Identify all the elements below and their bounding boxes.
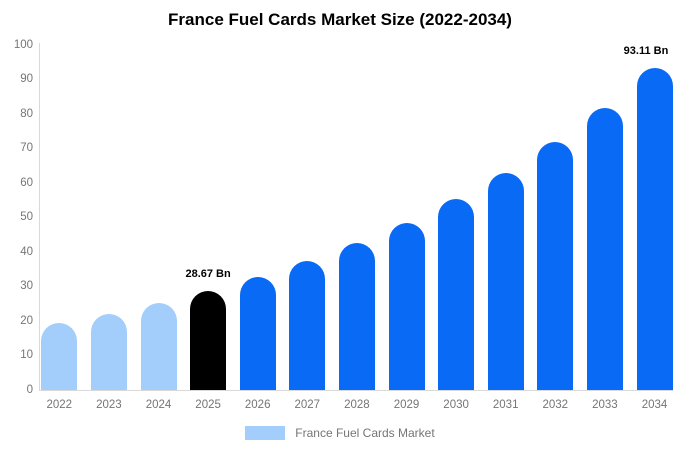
x-tick-label-2022: 2022 [46, 399, 73, 411]
bar-2026[interactable] [239, 277, 276, 390]
legend-item[interactable]: France Fuel Cards Market [245, 426, 435, 440]
x-tick-label-2033: 2033 [592, 399, 618, 411]
bar-2032[interactable] [537, 142, 574, 390]
bar-2025[interactable] [190, 290, 227, 390]
legend-label: France Fuel Cards Market [295, 426, 435, 440]
y-tick-label-0: 0 [26, 384, 33, 396]
x-tick-label-2024: 2024 [145, 399, 172, 411]
legend: France Fuel Cards Market [0, 426, 680, 440]
y-tick-label-60: 60 [20, 176, 33, 189]
data-label-2025: 28.67 Bn [185, 267, 231, 280]
x-tick-label-2031: 2031 [492, 399, 519, 411]
x-tick-label-2023: 2023 [96, 399, 122, 411]
x-axis-line [39, 390, 673, 391]
x-tick-label-2027: 2027 [294, 399, 321, 411]
legend-swatch [245, 426, 286, 440]
x-tick-label-2025: 2025 [195, 399, 221, 411]
y-tick-label-20: 20 [20, 314, 33, 327]
bar-2028[interactable] [338, 243, 375, 390]
y-tick-label-40: 40 [20, 245, 33, 258]
y-tick-label-70: 70 [20, 142, 33, 155]
bar-2034[interactable] [636, 68, 673, 390]
x-tick-label-2026: 2026 [244, 399, 271, 411]
y-tick-label-50: 50 [20, 211, 33, 224]
y-tick-label-90: 90 [20, 73, 33, 86]
x-tick-label-2030: 2030 [443, 399, 469, 411]
chart-title: France Fuel Cards Market Size (2022-2034… [168, 10, 512, 29]
bar-2023[interactable] [90, 313, 127, 390]
y-tick-label-30: 30 [20, 280, 33, 293]
x-tick-label-2029: 2029 [393, 399, 420, 411]
bar-2030[interactable] [438, 199, 475, 390]
y-tick-label-100: 100 [13, 38, 33, 51]
y-tick-label-80: 80 [20, 107, 33, 120]
bar-2033[interactable] [586, 107, 623, 390]
x-tick-label-2034: 2034 [641, 399, 668, 411]
bar-2024[interactable] [140, 302, 177, 390]
bar-2027[interactable] [289, 261, 326, 390]
bar-2022[interactable] [41, 322, 78, 390]
y-tick-label-10: 10 [20, 349, 33, 362]
bar-2031[interactable] [487, 172, 524, 390]
bar-2029[interactable] [388, 222, 425, 390]
x-tick-label-2032: 2032 [542, 399, 569, 411]
x-tick-label-2028: 2028 [344, 399, 370, 411]
data-label-2034: 93.11 Bn [623, 45, 669, 58]
y-axis-line [39, 43, 40, 390]
